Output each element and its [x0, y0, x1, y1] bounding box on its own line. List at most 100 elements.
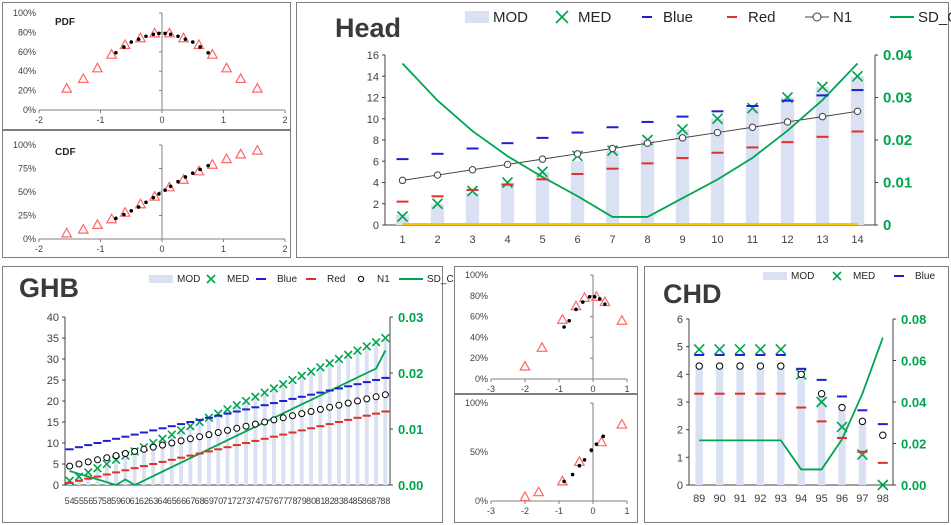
med-marker	[380, 333, 390, 343]
triangle-point	[220, 62, 233, 73]
dot-point	[183, 37, 188, 41]
n1-marker	[573, 150, 582, 158]
triangle-point	[193, 38, 205, 50]
triangle-point	[251, 144, 264, 155]
bar	[123, 457, 128, 485]
bar	[430, 203, 445, 225]
bar	[346, 356, 351, 485]
triangle-point	[578, 291, 591, 302]
x-tick-label: 89	[693, 493, 705, 505]
x-tick-label: 96	[836, 493, 848, 505]
bar	[244, 403, 249, 485]
triangle-point	[60, 82, 73, 93]
med-marker	[167, 430, 177, 439]
x-tick-label: 59	[111, 496, 121, 506]
n1-marker	[140, 445, 148, 453]
n1-marker	[398, 176, 407, 185]
med-marker	[816, 81, 829, 93]
dot-point	[129, 40, 134, 44]
x-tick-label: 98	[877, 493, 889, 505]
y-tick-label: 8	[373, 135, 379, 147]
x-tick-label: 80	[306, 496, 316, 506]
y-tick-label: 0%	[475, 374, 488, 384]
x-tick-label: 67	[185, 496, 195, 506]
legend-label: Blue	[915, 271, 935, 282]
x-tick-label: 75	[260, 496, 270, 506]
n1-marker	[678, 134, 687, 142]
med-marker	[297, 371, 307, 381]
triangle-point	[519, 360, 531, 371]
bar	[850, 76, 865, 225]
dot-point	[168, 184, 173, 189]
x-tick-label: 58	[102, 496, 112, 506]
y-tick-label: 15	[47, 417, 59, 429]
chart-title: CDF	[55, 147, 76, 158]
bar	[132, 453, 137, 485]
x-tick-label: 7	[609, 234, 615, 246]
bar	[374, 344, 379, 485]
med-marker	[102, 459, 112, 469]
ghb-panel: 0 5 10 15 20 25 30 35 40 0.00 0.01 0.02 0.03 54 55 56 57…	[2, 266, 454, 523]
legend-label: Red	[327, 274, 345, 285]
bar	[675, 129, 690, 225]
y-tick-label: 2	[677, 425, 683, 437]
dot-point	[129, 209, 134, 213]
bar	[290, 382, 295, 485]
n1-marker	[75, 460, 83, 468]
y2-tick-label: 0.06	[901, 354, 926, 369]
y-tick-label: 100%	[465, 270, 488, 280]
triangle-point	[119, 206, 131, 217]
y-tick-label: 2	[373, 199, 379, 211]
x-tick-label: 12	[781, 234, 793, 246]
chart-title: GHB	[19, 273, 79, 303]
triangle-point	[220, 152, 233, 164]
med-marker	[711, 113, 724, 125]
x-tick-label: 77	[278, 496, 288, 506]
x-tick-label: 76	[269, 496, 279, 506]
bar	[817, 396, 826, 485]
n1-marker	[84, 458, 92, 466]
n1-marker	[131, 447, 139, 455]
bar	[216, 415, 221, 485]
bar	[355, 352, 360, 485]
dot-point	[589, 448, 594, 452]
bar	[736, 366, 744, 485]
dot-point	[157, 192, 161, 196]
y-tick-label: 10	[367, 114, 379, 126]
cdf-small-chart: -3 -2 -1 0 1 0% 50% 100%	[465, 398, 630, 516]
n1-marker	[205, 431, 213, 439]
legend-swatch	[206, 274, 216, 284]
n1-marker	[242, 422, 250, 430]
dot-point	[587, 295, 592, 299]
x-tick-label: 54	[65, 496, 75, 506]
y-tick-label: 12	[367, 93, 379, 105]
x-tick-label: 55	[74, 496, 84, 506]
x-tick-label: 56	[83, 496, 93, 506]
x-tick-label: 62	[139, 496, 149, 506]
bar	[535, 171, 550, 225]
x-tick-label: 1	[399, 234, 405, 246]
dot-point	[574, 307, 578, 312]
bar	[179, 432, 184, 485]
y-tick-label: 60%	[18, 47, 36, 57]
x-tick-label: 2	[282, 115, 287, 125]
n1-marker	[233, 424, 241, 432]
n1-marker	[715, 362, 724, 370]
y-tick-label: 40%	[18, 66, 36, 76]
x-tick-label: -2	[35, 244, 43, 254]
med-marker	[93, 463, 102, 473]
triangle-point	[532, 485, 545, 497]
n1-marker	[503, 160, 512, 169]
y2-tick-label: 0.02	[883, 132, 912, 149]
x-tick-label: -1	[96, 115, 104, 125]
x-tick-label: 88	[380, 496, 390, 506]
med-marker	[315, 363, 325, 372]
bar	[815, 86, 830, 225]
y2-tick-label: 0.01	[883, 175, 912, 192]
chart-title: Head	[335, 13, 401, 43]
x-tick-label: 0	[590, 506, 595, 516]
med-marker	[176, 426, 186, 435]
n1-marker	[372, 393, 380, 401]
n1-marker	[363, 395, 371, 403]
n1-marker	[177, 437, 185, 445]
